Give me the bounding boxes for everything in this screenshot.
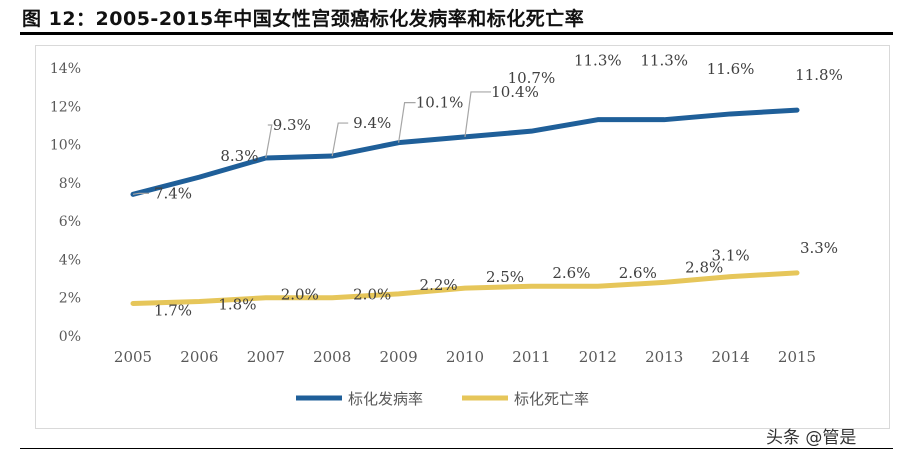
bottom-rule (20, 448, 893, 449)
x-tick-label: 2014 (712, 348, 750, 366)
x-tick-label: 2013 (645, 348, 683, 366)
leader-line (464, 91, 491, 137)
data-label: 3.1% (712, 247, 750, 265)
x-tick-label: 2009 (380, 348, 418, 366)
data-label: 2.8% (685, 258, 723, 276)
leader-line (132, 192, 149, 195)
x-tick-label: 2007 (247, 348, 285, 366)
data-label: 2.0% (281, 286, 319, 304)
data-label: 11.3% (574, 52, 622, 70)
data-label: 2.2% (420, 276, 458, 294)
y-tick-label: 10% (50, 138, 81, 154)
series-line-mortality (130, 270, 800, 306)
data-label: 10.4% (491, 83, 539, 101)
data-label: 1.7% (154, 301, 192, 319)
y-tick-label: 4% (59, 252, 81, 268)
leader-line (331, 122, 349, 157)
y-tick-label: 12% (50, 99, 81, 115)
leader-line (265, 124, 273, 159)
x-tick-label: 2006 (180, 348, 218, 366)
x-tick-label: 2005 (114, 348, 152, 366)
x-tick-label: 2015 (778, 348, 816, 366)
data-label: 2.6% (619, 264, 657, 282)
data-label: 2.5% (486, 268, 524, 286)
data-label: 8.3% (220, 147, 258, 165)
chart-frame (35, 45, 890, 429)
data-label: 2.6% (552, 264, 590, 282)
legend-label: 标化死亡率 (514, 390, 589, 408)
data-label: 10.7% (508, 69, 556, 87)
data-label: 9.3% (273, 116, 311, 134)
title-rule (20, 32, 893, 35)
x-tick-label: 2011 (512, 348, 550, 366)
data-label: 11.8% (795, 66, 843, 84)
legend-label: 标化发病率 (348, 390, 423, 408)
data-label: 1.8% (218, 296, 256, 314)
x-tick-label: 2012 (579, 348, 617, 366)
data-label: 10.1% (416, 94, 464, 112)
x-tick-label: 2010 (446, 348, 484, 366)
figure-title: 图 12：2005-2015年中国女性宫颈癌标化发病率和标化死亡率 (22, 8, 585, 30)
y-tick-label: 8% (59, 176, 81, 192)
data-label: 7.4% (154, 184, 192, 202)
data-label: 11.3% (640, 52, 688, 70)
y-tick-label: 6% (59, 214, 81, 230)
data-label: 2.0% (353, 286, 391, 304)
watermark: 头条 @管是 (766, 428, 857, 448)
data-label: 3.3% (800, 239, 838, 257)
y-tick-label: 0% (59, 329, 81, 345)
y-tick-label: 14% (50, 61, 81, 77)
y-tick-label: 2% (59, 291, 81, 307)
data-label: 9.4% (353, 114, 391, 132)
x-tick-label: 2008 (313, 348, 351, 366)
data-label: 11.6% (707, 60, 755, 78)
leader-line (398, 102, 416, 143)
